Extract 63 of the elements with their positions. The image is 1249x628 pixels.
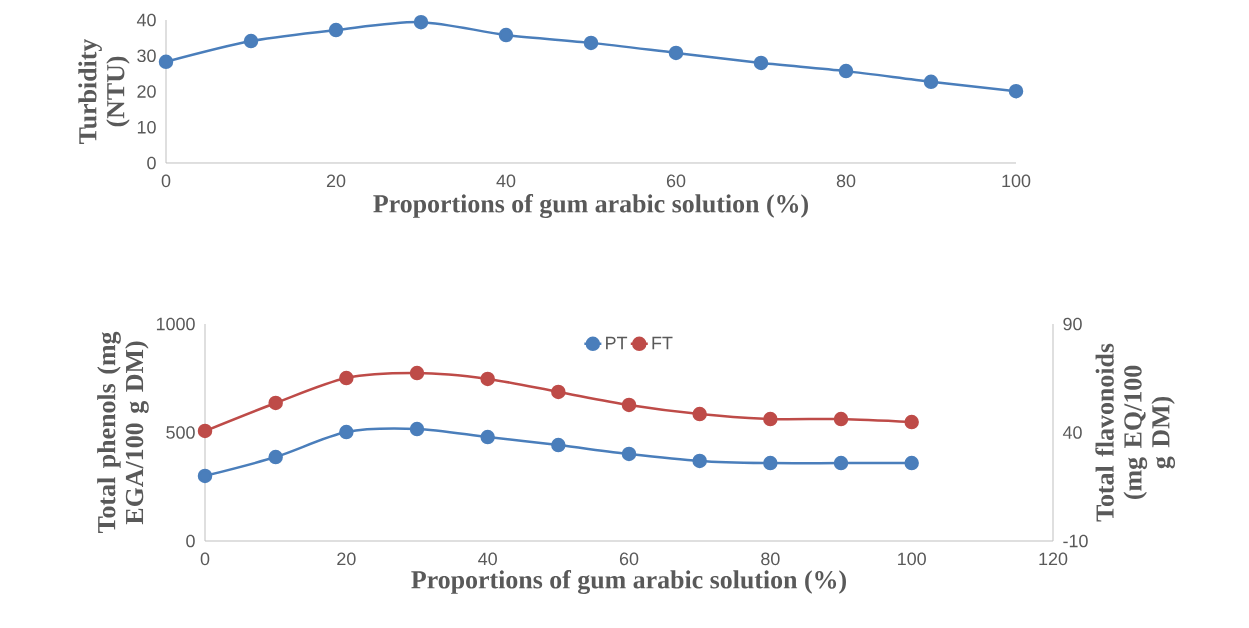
x-axis-title: Proportions of gum arabic solution (%) xyxy=(373,194,808,219)
y-tick-label: 1000 xyxy=(156,317,195,331)
x-axis-title: Proportions of gum arabic solution (%) xyxy=(411,570,846,595)
point xyxy=(268,395,283,411)
point xyxy=(498,27,514,43)
y-tick-label: 10 xyxy=(137,120,156,134)
x-tick-label: 0 xyxy=(200,552,210,566)
point xyxy=(1008,83,1024,99)
point xyxy=(904,455,919,471)
point xyxy=(480,429,495,445)
x-tick-label: 60 xyxy=(666,174,686,188)
point xyxy=(409,365,425,381)
y-tick-label: 0 xyxy=(186,534,195,548)
point xyxy=(409,421,425,437)
point xyxy=(268,449,283,465)
y2-axis-title: Total flavonoids (mg EQ/100 g DM) xyxy=(1095,343,1176,522)
point xyxy=(753,55,769,71)
y-axis-title: Total phenols (mg EGA/100 g DM) xyxy=(97,331,149,534)
y2-tick-label: 90 xyxy=(1063,317,1082,331)
x-tick-label: 40 xyxy=(496,174,516,188)
x-tick-label: 100 xyxy=(898,552,926,566)
point xyxy=(904,414,919,430)
point xyxy=(833,411,849,427)
point xyxy=(763,455,778,471)
x-tick-label: 120 xyxy=(1039,552,1068,566)
point xyxy=(763,411,778,427)
legend-label: PT xyxy=(606,336,628,350)
x-tick-label: 80 xyxy=(836,174,856,188)
y-tick-label: 500 xyxy=(166,426,195,439)
point xyxy=(692,406,707,422)
point xyxy=(413,14,429,30)
point xyxy=(551,437,566,453)
y-tick-label: 40 xyxy=(136,13,156,27)
point xyxy=(583,35,599,51)
point xyxy=(551,384,566,400)
point xyxy=(339,424,354,440)
point xyxy=(621,397,637,413)
x-tick-label: 100 xyxy=(1002,174,1031,188)
point xyxy=(833,455,849,471)
point xyxy=(328,22,344,38)
x-tick-label: 20 xyxy=(326,174,346,188)
point xyxy=(621,446,637,462)
point xyxy=(480,371,495,387)
point xyxy=(197,423,213,439)
x-tick-label: 20 xyxy=(337,552,356,566)
point xyxy=(158,54,174,70)
y-tick-label: 30 xyxy=(137,49,156,63)
x-tick-label: 80 xyxy=(761,552,780,566)
y2-tick-label: 40 xyxy=(1062,426,1082,439)
y2-tick-label: -10 xyxy=(1063,534,1088,548)
x-tick-label: 60 xyxy=(619,552,639,566)
point xyxy=(692,453,707,469)
point xyxy=(197,468,213,484)
y-tick-label: 0 xyxy=(147,156,156,170)
legend-label: FT xyxy=(652,336,673,350)
point xyxy=(243,33,259,49)
point xyxy=(668,45,684,61)
y-axis-title: Turbidity (NTU) xyxy=(78,38,130,144)
point xyxy=(838,63,854,79)
point xyxy=(339,370,354,386)
y-tick-label: 20 xyxy=(137,85,156,98)
point xyxy=(923,74,939,90)
x-tick-label: 40 xyxy=(478,552,497,566)
